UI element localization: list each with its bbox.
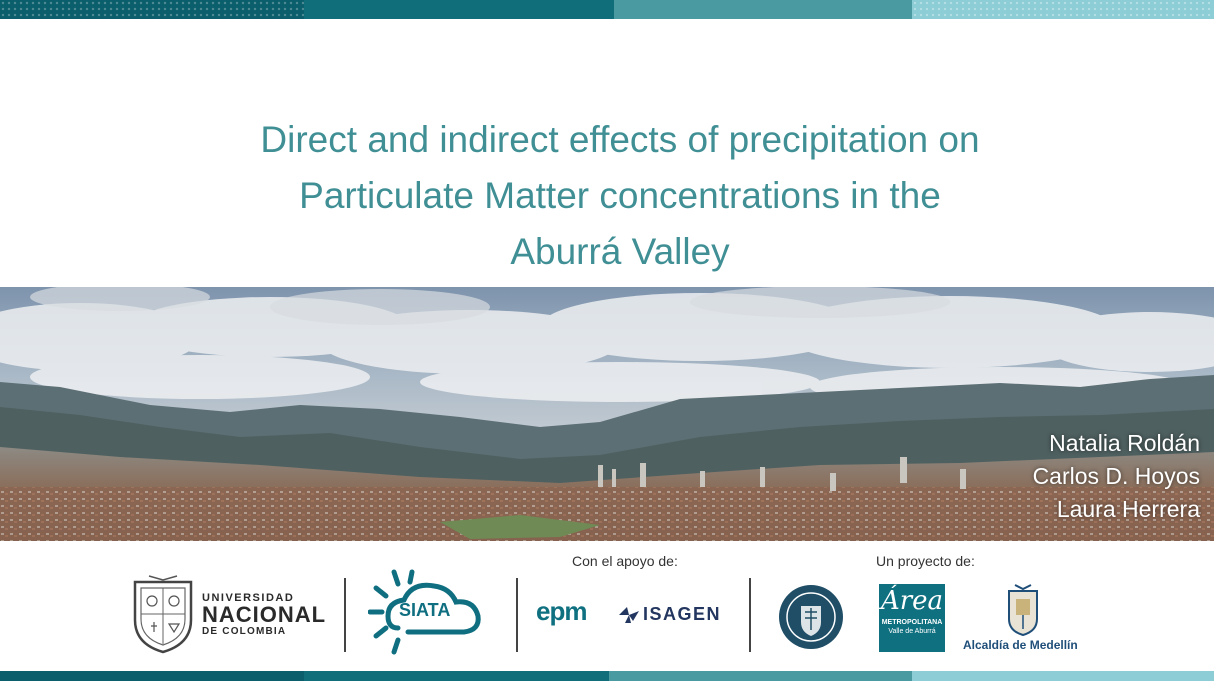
author-name: Laura Herrera xyxy=(1056,496,1200,522)
band-segment-light xyxy=(912,0,1214,19)
siata-wordmark: SIATA xyxy=(399,600,451,620)
unal-line-1: UNIVERSIDAD xyxy=(202,592,295,604)
medellin-seal-icon xyxy=(777,582,845,657)
logo-divider xyxy=(516,578,518,652)
isagen-flame-icon xyxy=(617,603,641,630)
area-mark: Área xyxy=(880,586,944,616)
logo-divider xyxy=(749,578,751,652)
area-line-2: Valle de Aburrá xyxy=(888,628,936,635)
author-name: Natalia Roldán xyxy=(1049,430,1200,456)
title-line-1: Direct and indirect effects of precipita… xyxy=(260,119,980,160)
area-metropolitana-logo: Área METROPOLITANA Valle de Aburrá xyxy=(879,584,945,652)
band-segment-teal xyxy=(614,0,912,19)
epm-logo: epm xyxy=(536,596,587,626)
band-segment-dark xyxy=(0,0,304,19)
unal-wordmark: UNIVERSIDAD NACIONAL DE COLOMBIA xyxy=(202,592,326,637)
alcaldia-crest-icon xyxy=(1005,583,1041,642)
author-name: Carlos D. Hoyos xyxy=(1032,463,1200,489)
band-segment-light xyxy=(912,671,1214,681)
slide-title: Direct and indirect effects of precipita… xyxy=(90,112,1150,280)
support-label: Con el apoyo de: xyxy=(572,553,678,569)
isagen-wordmark: ISAGEN xyxy=(643,604,722,624)
project-label: Un proyecto de: xyxy=(876,553,975,569)
unal-crest-icon xyxy=(131,574,195,659)
title-line-2: Particulate Matter concentrations in the xyxy=(299,175,941,216)
unal-line-3: DE COLOMBIA xyxy=(202,626,287,637)
siata-sun-cloud-icon xyxy=(367,568,494,663)
band-segment-dark xyxy=(0,671,304,681)
bottom-decorative-band xyxy=(0,671,1214,681)
area-line-1: METROPOLITANA xyxy=(881,619,943,626)
band-segment-mid xyxy=(304,0,614,19)
valley-panorama-photo xyxy=(0,287,1214,541)
logo-divider xyxy=(344,578,346,652)
author-list: Natalia Roldán Carlos D. Hoyos Laura Her… xyxy=(1033,427,1200,526)
top-decorative-band xyxy=(0,0,1214,19)
title-line-3: Aburrá Valley xyxy=(510,231,730,272)
unal-line-2: NACIONAL xyxy=(202,602,327,627)
band-segment-teal xyxy=(609,671,912,681)
band-segment-mid xyxy=(304,671,609,681)
alcaldia-wordmark: Alcaldía de Medellín xyxy=(963,638,1078,652)
